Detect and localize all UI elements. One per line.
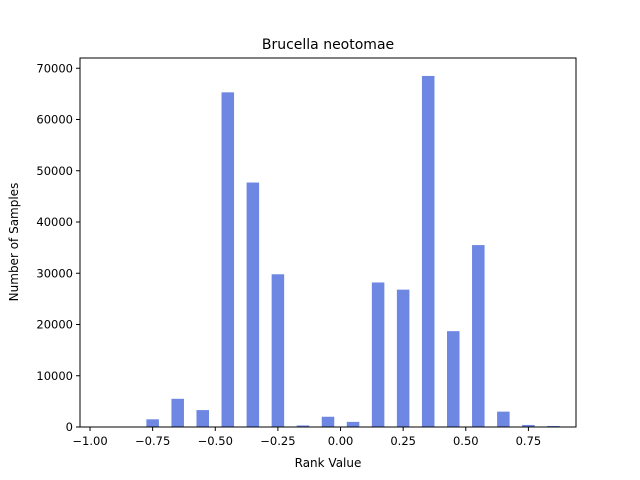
bar-4 xyxy=(196,410,210,427)
y-tick-label-3: 30000 xyxy=(36,266,73,280)
bar-17 xyxy=(522,424,535,427)
bars-group xyxy=(146,75,560,428)
y-axis-ticks: 0 10000 20000 30000 40000 50000 60000 70000 xyxy=(36,61,80,434)
bar-11 xyxy=(371,282,385,427)
bar-14 xyxy=(446,331,460,427)
x-axis-label: Rank Value xyxy=(295,456,362,470)
x-tick-label-2: −0.50 xyxy=(198,434,233,448)
bar-18 xyxy=(547,425,560,427)
x-tick-label-7: 0.75 xyxy=(516,434,542,448)
y-tick-label-6: 60000 xyxy=(36,113,73,127)
bar-13 xyxy=(421,75,435,427)
bar-5 xyxy=(221,92,235,428)
x-tick-label-6: 0.50 xyxy=(453,434,479,448)
x-tick-label-0: −1.00 xyxy=(72,434,107,448)
x-tick-label-5: 0.25 xyxy=(390,434,416,448)
y-tick-label-7: 70000 xyxy=(36,61,73,75)
bar-12 xyxy=(396,289,410,427)
bar-8 xyxy=(296,425,310,427)
x-tick-label-1: −0.75 xyxy=(135,434,170,448)
y-tick-label-5: 50000 xyxy=(36,164,73,178)
x-axis-ticks: −1.00 −0.75 −0.50 −0.25 0.00 0.25 0.50 0.75 xyxy=(72,427,541,448)
bar-3 xyxy=(171,398,184,427)
bar-2 xyxy=(146,419,159,427)
bar-7 xyxy=(271,274,285,427)
y-tick-label-4: 40000 xyxy=(36,215,73,229)
bar-15 xyxy=(472,245,485,427)
y-axis-label: Number of Samples xyxy=(7,183,21,302)
x-tick-label-3: −0.25 xyxy=(260,434,295,448)
bar-6 xyxy=(246,182,260,427)
bar-16 xyxy=(497,411,510,427)
y-tick-label-1: 10000 xyxy=(36,369,73,383)
x-tick-label-4: 0.00 xyxy=(328,434,354,448)
bar-9 xyxy=(321,416,335,427)
y-tick-label-2: 20000 xyxy=(36,318,73,332)
chart-title: Brucella neotomae xyxy=(262,37,394,53)
plot-frame xyxy=(79,57,577,428)
y-tick-label-0: 0 xyxy=(66,420,73,434)
bar-10 xyxy=(346,421,360,427)
